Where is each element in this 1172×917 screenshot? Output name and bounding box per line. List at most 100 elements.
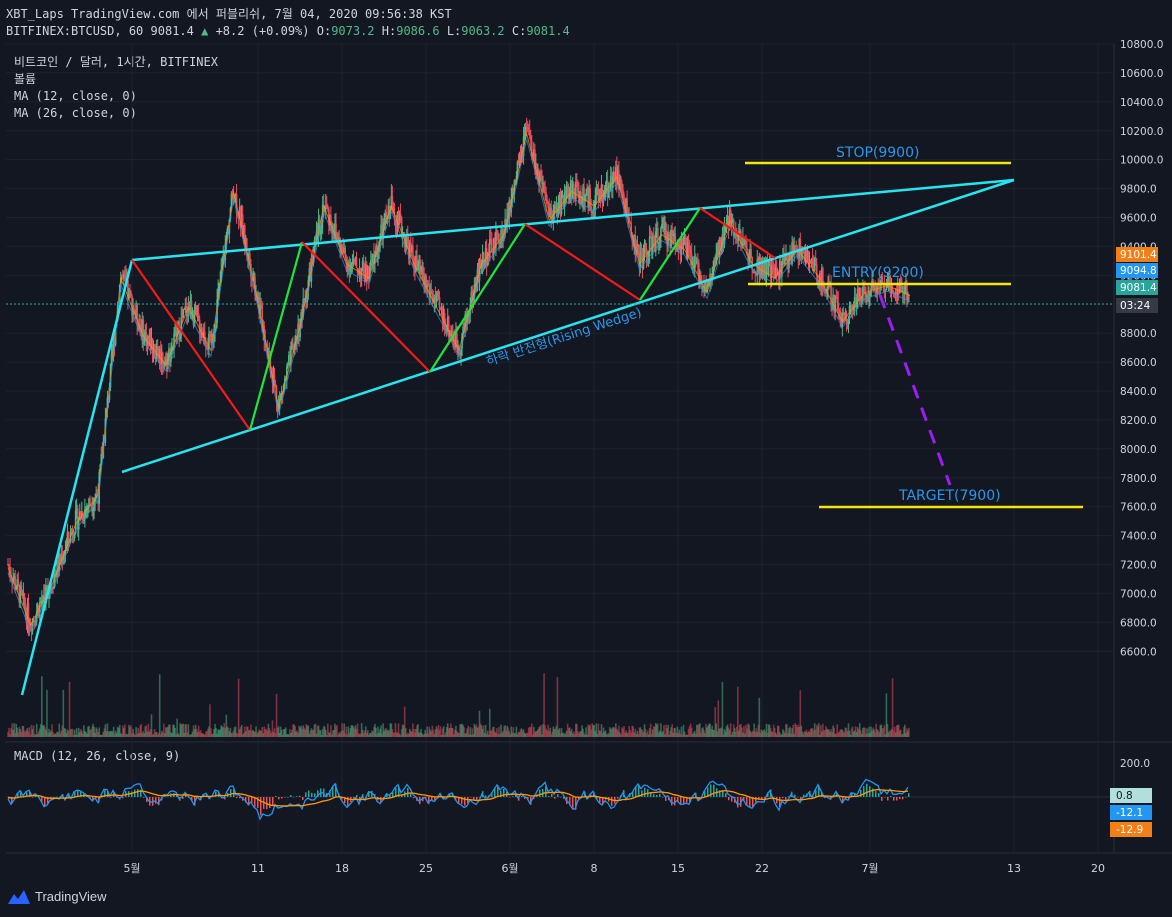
volume-bar bbox=[713, 729, 716, 737]
candle-body bbox=[206, 345, 208, 348]
macd-histogram-bar bbox=[782, 797, 784, 799]
macd-histogram-bar bbox=[80, 791, 82, 797]
macd-histogram-bar bbox=[17, 793, 19, 797]
volume-bar bbox=[337, 734, 339, 737]
volume-bar bbox=[497, 734, 499, 737]
price-badge bbox=[1116, 298, 1158, 313]
candle-body bbox=[908, 297, 910, 299]
macd-histogram-bar bbox=[368, 791, 370, 797]
x-tick-label: 13 bbox=[1007, 862, 1021, 875]
volume-bar bbox=[814, 729, 817, 737]
volume-bar bbox=[422, 734, 424, 737]
tradingview-logo[interactable]: TradingView bbox=[8, 889, 107, 904]
candle-body bbox=[23, 593, 26, 606]
volume-bar bbox=[870, 726, 872, 737]
volume-bar bbox=[504, 725, 506, 737]
volume-bar bbox=[33, 733, 36, 737]
volume-bar bbox=[119, 733, 122, 737]
candle-body bbox=[289, 355, 291, 363]
volume-bar bbox=[697, 724, 699, 737]
volume-bar bbox=[289, 729, 291, 737]
volume-bar bbox=[787, 733, 789, 737]
macd-histogram-bar bbox=[554, 797, 556, 799]
volume-bar bbox=[772, 724, 775, 737]
volume-bar bbox=[848, 730, 851, 737]
candle-body bbox=[674, 233, 677, 249]
target-path bbox=[878, 294, 952, 486]
candle-body bbox=[824, 288, 826, 293]
macd-histogram-bar bbox=[836, 792, 838, 797]
candle-body bbox=[59, 554, 62, 563]
volume-bar bbox=[389, 723, 392, 737]
macd-histogram-bar bbox=[650, 792, 652, 797]
volume-bar bbox=[300, 725, 302, 737]
candle-body bbox=[446, 316, 449, 329]
candle-body bbox=[291, 343, 293, 348]
legend-ma26[interactable]: MA (26, close, 0) bbox=[14, 106, 137, 120]
legend-ma12[interactable]: MA (12, close, 0) bbox=[14, 89, 137, 103]
macd-histogram-bar bbox=[389, 794, 391, 797]
macd-histogram-bar bbox=[656, 794, 658, 797]
candle-body bbox=[287, 364, 289, 368]
candle-body bbox=[743, 237, 745, 245]
candle-body bbox=[874, 283, 876, 293]
candle-body bbox=[288, 355, 290, 365]
volume-bar bbox=[272, 731, 275, 737]
candle-body bbox=[896, 289, 899, 295]
candle-body bbox=[492, 251, 494, 255]
macd-histogram-bar bbox=[662, 797, 664, 798]
volume-bar bbox=[120, 734, 123, 737]
volume-bar bbox=[845, 728, 848, 737]
volume-bar bbox=[234, 726, 237, 737]
volume-bar bbox=[602, 727, 605, 737]
candle-body bbox=[784, 258, 786, 265]
volume-bar bbox=[353, 728, 356, 737]
candle-body bbox=[684, 235, 687, 245]
candle-body bbox=[661, 224, 663, 229]
macd-histogram-bar bbox=[905, 797, 907, 798]
candle-body bbox=[741, 244, 743, 246]
macd-histogram-bar bbox=[77, 790, 79, 797]
macd-histogram-bar bbox=[887, 797, 889, 801]
volume-bar bbox=[482, 725, 485, 737]
macd-histogram-bar bbox=[815, 789, 817, 797]
candle-body bbox=[479, 259, 482, 268]
candle-body bbox=[150, 338, 153, 350]
macd-histogram-bar bbox=[299, 795, 301, 797]
volume-bar bbox=[443, 734, 446, 737]
volume-bar bbox=[364, 726, 367, 737]
volume-bar bbox=[191, 731, 194, 737]
macd-histogram-bar bbox=[284, 797, 286, 798]
macd-histogram-bar bbox=[653, 794, 655, 797]
legend-volume[interactable]: 볼륨 bbox=[14, 72, 37, 86]
candle-body bbox=[274, 383, 277, 387]
macd-histogram-bar bbox=[749, 797, 751, 808]
volume-bar bbox=[249, 729, 251, 737]
volume-bar bbox=[585, 727, 587, 737]
macd-histogram-bar bbox=[845, 797, 847, 800]
candle-body bbox=[735, 234, 738, 237]
volume-bar bbox=[273, 728, 276, 737]
volume-bar bbox=[431, 725, 434, 737]
macd-histogram-bar bbox=[665, 797, 667, 801]
candle-body bbox=[609, 175, 612, 190]
candle-body bbox=[838, 309, 841, 311]
macd-histogram-bar bbox=[47, 797, 49, 804]
volume-bar bbox=[620, 734, 622, 737]
macd-histogram-bar bbox=[674, 797, 676, 806]
candle-body bbox=[64, 549, 67, 554]
macd-histogram-bar bbox=[167, 796, 169, 798]
candle-body bbox=[488, 239, 491, 258]
volume-bar bbox=[861, 733, 863, 737]
volume-bar bbox=[453, 734, 455, 737]
volume-bar bbox=[282, 729, 285, 737]
candle-body bbox=[434, 297, 437, 303]
candle-body bbox=[644, 242, 647, 249]
macd-legend[interactable]: MACD (12, 26, close, 9) bbox=[14, 749, 181, 763]
legend-symbol[interactable]: 비트코인 / 달러, 1시간, BITFINEX bbox=[14, 55, 218, 69]
macd-histogram-bar bbox=[764, 797, 766, 800]
price-badge bbox=[1116, 263, 1158, 278]
volume-bar bbox=[878, 732, 881, 737]
candle-body bbox=[387, 206, 390, 219]
